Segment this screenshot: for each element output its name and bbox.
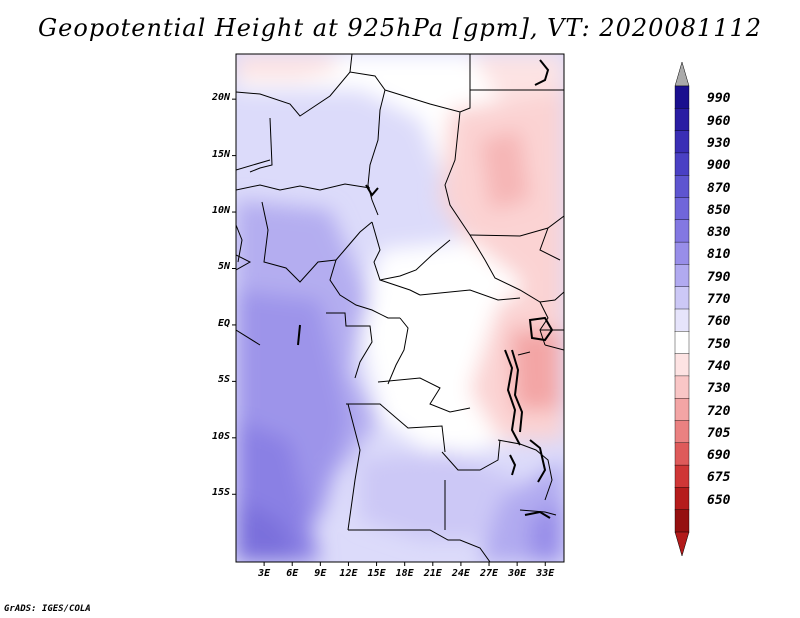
credit-text: GrADS: IGES/COLA xyxy=(4,604,91,614)
lon-label: 27E xyxy=(479,568,499,579)
lat-label: 5S xyxy=(217,374,230,386)
colorbar-swatch xyxy=(674,442,690,466)
lon-label: 15E xyxy=(367,568,386,579)
colorbar-label: 810 xyxy=(707,247,731,263)
lat-label: 10N xyxy=(211,205,230,217)
colorbar-swatch xyxy=(674,398,690,422)
colorbar-label: 770 xyxy=(707,292,731,307)
colorbar-under-arrow xyxy=(674,531,690,557)
colorbar-label: 990 xyxy=(707,91,731,107)
colorbar-label: 850 xyxy=(707,202,731,218)
colorbar-swatch xyxy=(674,197,690,221)
lon-label: 30E xyxy=(508,568,527,579)
colorbar-swatch xyxy=(674,420,690,444)
colorbar-label: 675 xyxy=(707,470,731,486)
colorbar-swatch xyxy=(674,130,690,154)
colorbar-swatch xyxy=(674,241,690,266)
colorbar-swatch xyxy=(674,487,690,511)
map-title: Geopotential Height at 925hPa [gpm], VT:… xyxy=(38,14,762,42)
lat-label: 20N xyxy=(211,92,230,104)
colorbar-label: 750 xyxy=(707,336,731,352)
colorbar-swatch xyxy=(674,174,690,199)
colorbar-label: 830 xyxy=(707,225,731,241)
lon-label: 9E xyxy=(314,568,327,579)
lat-label: 15S xyxy=(211,487,230,499)
colorbar-over-arrow xyxy=(674,61,690,87)
lon-label: 21E xyxy=(423,568,442,579)
colorbar-label: 790 xyxy=(707,269,731,285)
lat-label: 5N xyxy=(217,261,230,273)
map-frame xyxy=(235,53,565,563)
colorbar-label: 960 xyxy=(707,113,731,129)
country-borders xyxy=(236,54,564,562)
lon-label: 33E xyxy=(536,568,555,579)
colorbar-swatch xyxy=(674,375,690,399)
colorbar-swatch xyxy=(674,286,690,310)
colorbar-swatch xyxy=(674,331,690,355)
axis-ticks xyxy=(232,98,546,566)
colorbar-swatch xyxy=(674,464,690,489)
colorbar-label: 760 xyxy=(707,314,731,330)
lon-label: 6E xyxy=(286,568,299,579)
colorbar-swatch xyxy=(674,152,690,176)
colorbar-swatch xyxy=(674,509,690,533)
colorbar-label: 650 xyxy=(707,492,731,508)
colorbar-label: 730 xyxy=(707,381,731,397)
colorbar-swatch xyxy=(674,353,690,377)
colorbar-label: 870 xyxy=(707,180,731,196)
lon-label: 12E xyxy=(339,568,358,579)
lon-label: 3E xyxy=(258,568,271,579)
colorbar-swatch xyxy=(674,108,690,132)
lakes-and-coastlines xyxy=(297,59,554,519)
colorbar xyxy=(674,61,690,557)
colorbar-swatch xyxy=(674,308,690,332)
lat-label: EQ xyxy=(217,317,230,329)
colorbar-swatch xyxy=(674,85,690,109)
lat-label: 10S xyxy=(211,430,230,442)
lon-label: 18E xyxy=(395,568,414,579)
colorbar-label: 900 xyxy=(707,158,731,174)
colorbar-label: 720 xyxy=(707,403,731,419)
colorbar-swatch xyxy=(674,219,690,243)
colorbar-label: 705 xyxy=(707,425,731,441)
colorbar-label: 740 xyxy=(707,358,731,374)
lat-label: 15N xyxy=(211,148,230,160)
colorbar-swatch xyxy=(674,264,690,288)
lon-label: 24E xyxy=(451,568,470,579)
colorbar-label: 930 xyxy=(707,135,731,151)
height-field xyxy=(236,54,564,562)
colorbar-label: 690 xyxy=(707,448,731,464)
